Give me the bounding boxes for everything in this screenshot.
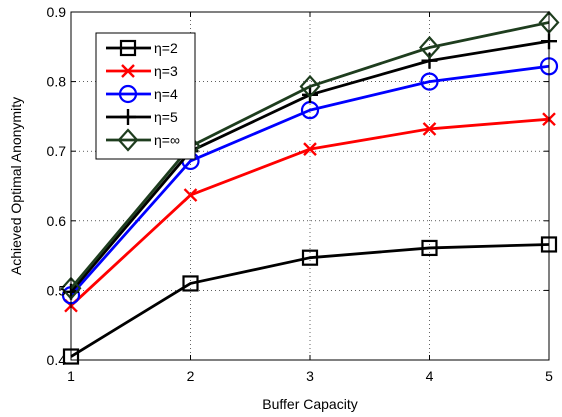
y-tick-label: 0.6	[47, 213, 67, 229]
y-tick-label: 0.5	[47, 282, 67, 298]
legend: η=2 η=3 η=4 η=5 η=∞	[95, 32, 196, 160]
x-tick-label: 1	[67, 368, 75, 384]
legend-marker	[119, 39, 137, 57]
x-tick-label: 4	[426, 368, 434, 384]
legend-marker	[121, 64, 135, 78]
data-point	[182, 275, 199, 292]
legend-box	[95, 32, 196, 160]
y-axis-label: Achieved Optimal Anonymity	[8, 97, 24, 275]
series-line	[69, 64, 550, 297]
data-point	[420, 72, 439, 91]
y-tick-label: 0.8	[47, 74, 67, 90]
series-1	[62, 236, 558, 365]
y-tick-label: 0.4	[47, 352, 67, 368]
data-point	[419, 35, 440, 60]
data-point	[421, 239, 438, 257]
y-tick-label: 0.9	[47, 4, 67, 20]
legend-label: η=4	[154, 86, 178, 102]
series-line	[70, 243, 550, 358]
legend-entry: η=3	[106, 63, 178, 79]
legend-entry: η=∞	[106, 128, 180, 152]
legend-entry: η=4	[106, 84, 178, 104]
data-point	[302, 86, 318, 103]
data-point	[422, 122, 437, 136]
legend-marker	[117, 128, 139, 152]
series-line	[69, 21, 550, 290]
legend-marker	[118, 84, 138, 104]
legend-entry: η=2	[106, 39, 178, 57]
x-axis-label: Buffer Capacity	[262, 396, 357, 412]
data-point	[299, 74, 321, 99]
legend-marker	[120, 109, 136, 125]
data-point	[303, 142, 317, 156]
legend-label: η=5	[154, 109, 178, 125]
legend-label: η=3	[154, 63, 178, 79]
legend-label: η=2	[154, 40, 178, 56]
y-tick-label: 0.7	[47, 143, 67, 159]
data-point	[183, 188, 198, 202]
data-point	[301, 249, 319, 266]
x-tick-label: 5	[545, 368, 553, 384]
legend-label: η=∞	[154, 132, 180, 148]
axis-ticks: 1 2 3 4 5 0.4 0.5 0.6 0.7 0.8 0.9	[47, 4, 554, 384]
legend-entry: η=5	[106, 109, 178, 125]
data-point	[421, 52, 438, 69]
x-tick-label: 3	[306, 368, 314, 384]
x-tick-label: 2	[187, 368, 195, 384]
